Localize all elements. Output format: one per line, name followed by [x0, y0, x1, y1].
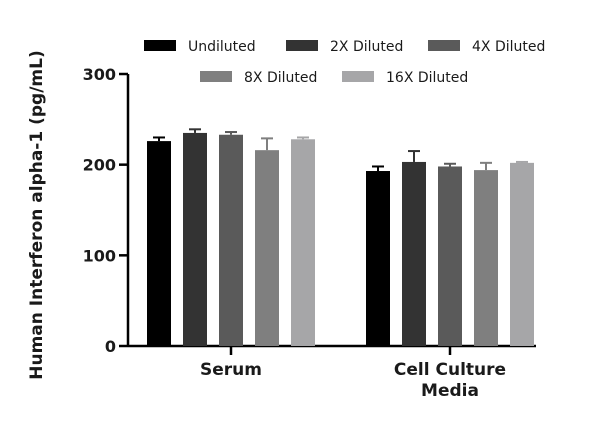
- legend-label: 2X Diluted: [330, 39, 403, 55]
- bar: [219, 134, 243, 346]
- legend-label: 4X Diluted: [472, 39, 545, 55]
- legend-item: 16X Diluted: [342, 70, 468, 86]
- bar: [510, 162, 534, 346]
- y-tick-label: 300: [83, 65, 116, 84]
- bar: [183, 132, 207, 346]
- bar: [147, 141, 171, 346]
- x-tick-label: Cell Culture: [394, 360, 506, 380]
- legend-swatch: [144, 40, 176, 51]
- legend-label: 8X Diluted: [244, 70, 317, 86]
- x-tick-label: Media: [421, 381, 479, 401]
- y-tick-label: 0: [105, 337, 116, 356]
- bar: [366, 171, 390, 346]
- legend-swatch: [200, 71, 232, 82]
- legend-item: Undiluted: [144, 39, 256, 55]
- legend-swatch: [428, 40, 460, 51]
- y-tick-label: 200: [83, 156, 116, 175]
- legend-label: Undiluted: [188, 39, 256, 55]
- bar: [438, 166, 462, 346]
- bar: [474, 170, 498, 346]
- legend-item: 4X Diluted: [428, 39, 545, 55]
- legend-swatch: [286, 40, 318, 51]
- bar: [255, 150, 279, 346]
- y-tick-label: 100: [83, 246, 116, 265]
- bar: [291, 139, 315, 346]
- y-axis-label: Human Interferon alpha-1 (pg/mL): [27, 50, 47, 380]
- bar: [402, 161, 426, 346]
- legend-label: 16X Diluted: [386, 70, 468, 86]
- legend-item: 8X Diluted: [200, 70, 317, 86]
- legend-item: 2X Diluted: [286, 39, 403, 55]
- x-tick-label: Serum: [200, 360, 262, 380]
- legend-swatch: [342, 71, 374, 82]
- legend: Undiluted 2X Diluted 4X Diluted 8X Diluted 1…: [144, 39, 545, 86]
